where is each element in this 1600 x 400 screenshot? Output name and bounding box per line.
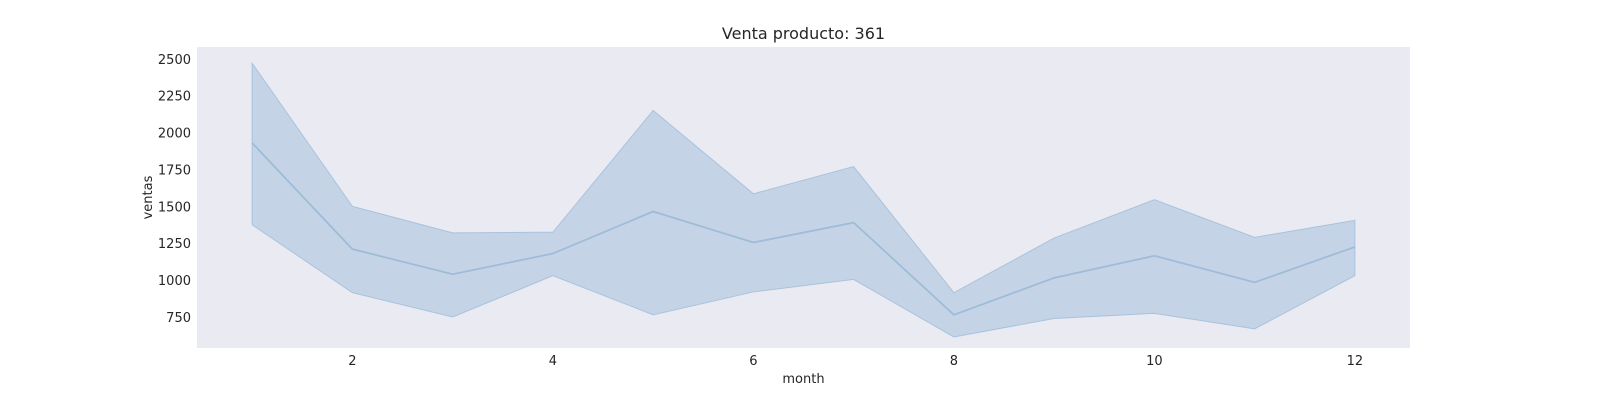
- y-axis-label: ventas: [141, 175, 156, 219]
- y-tick-label: 1500: [158, 200, 191, 215]
- y-tick-label: 1000: [158, 274, 191, 289]
- series-line: [251, 142, 1356, 316]
- x-tick-label: 10: [1146, 354, 1163, 369]
- y-tick-label: 2250: [158, 90, 191, 105]
- confidence-band: [251, 61, 1356, 338]
- x-tick-label: 6: [749, 354, 757, 369]
- x-axis-label: month: [782, 372, 824, 387]
- y-tick-label: 2000: [158, 127, 191, 142]
- x-tick-label: 2: [348, 354, 356, 369]
- x-tick-label: 8: [950, 354, 958, 369]
- y-tick-label: 750: [166, 311, 191, 326]
- y-tick-label: 1750: [158, 163, 191, 178]
- y-tick-label: 1250: [158, 237, 191, 252]
- x-tick-label: 12: [1347, 354, 1364, 369]
- y-tick-label: 2500: [158, 53, 191, 68]
- x-tick-label: 4: [549, 354, 557, 369]
- chart-title: Venta producto: 361: [722, 24, 885, 43]
